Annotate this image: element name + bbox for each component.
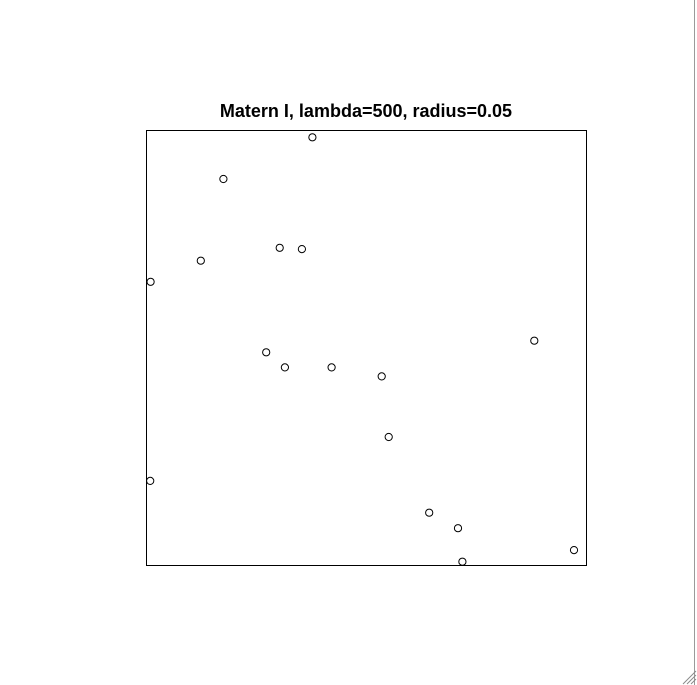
points-layer (146, 133, 579, 566)
data-point-8 (262, 348, 271, 357)
data-point-3 (275, 243, 284, 252)
data-point-6 (146, 277, 155, 286)
data-point-13 (146, 476, 155, 485)
data-point-16 (569, 546, 579, 555)
data-point-11 (377, 372, 386, 381)
resize-grip-icon[interactable] (682, 670, 697, 685)
data-point-14 (425, 508, 434, 517)
data-point-15 (453, 524, 463, 533)
data-point-5 (196, 256, 205, 265)
data-point-1 (308, 133, 317, 142)
data-point-7 (530, 336, 539, 345)
data-point-12 (384, 432, 393, 442)
data-point-9 (280, 363, 289, 372)
data-point-2 (219, 174, 228, 184)
data-point-4 (297, 245, 306, 254)
plot-frame (146, 130, 587, 566)
data-point-10 (327, 363, 336, 372)
data-point-17 (458, 557, 467, 566)
chart-title: Matern I, lambda=500, radius=0.05 (220, 101, 512, 121)
